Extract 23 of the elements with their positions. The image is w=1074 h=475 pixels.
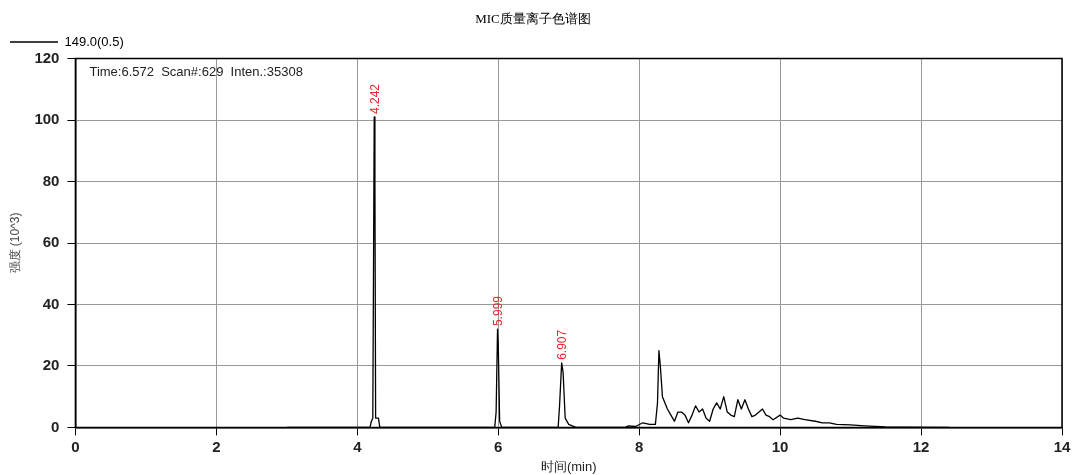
annotation: 5.999 (491, 295, 506, 327)
y-tick-label: 80 (42, 171, 60, 189)
x-tick-label: 4 (353, 437, 363, 455)
legend-label: 149.0(0.5) (64, 33, 124, 49)
annotation: 4.242 (367, 83, 382, 114)
x-tick-label: 8 (635, 437, 644, 455)
chart-title: MIC质量离子色谱图 (475, 11, 591, 27)
x-tick-label: 0 (71, 437, 80, 455)
x-tick-label: 14 (1053, 437, 1071, 455)
y-tick-label: 20 (42, 356, 60, 374)
y-tick-label: 60 (42, 233, 60, 251)
y-tick-label: 0 (51, 417, 60, 435)
x-tick-label: 10 (771, 437, 789, 455)
annotation: Time:6.572 Scan#:629 Inten.:35308 (89, 64, 303, 80)
y-tick-label: 100 (34, 110, 60, 128)
y-axis-title: 强度 (10^3) (7, 212, 22, 274)
x-tick-label: 2 (212, 437, 221, 455)
annotation: 6.907 (555, 329, 570, 360)
x-tick-label: 6 (494, 437, 503, 455)
y-tick-label: 120 (34, 48, 60, 66)
x-tick-label: 12 (912, 437, 930, 455)
y-tick-label: 40 (42, 294, 60, 312)
x-axis-title: 时间(min) (540, 458, 597, 474)
